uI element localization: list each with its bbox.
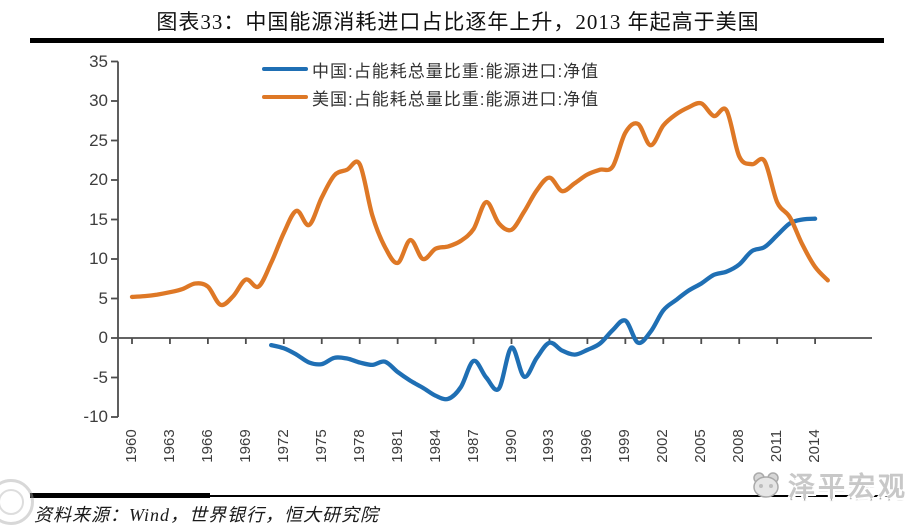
brand-watermark: 泽平宏观 [749, 465, 908, 504]
legend-label-us: 美国:占能耗总量比重:能源进口:净值 [312, 89, 600, 109]
legend-label-china: 中国:占能耗总量比重:能源进口:净值 [312, 61, 600, 81]
zeping-logo-icon [753, 471, 779, 498]
legend-item-china: 中国:占能耗总量比重:能源进口:净值 [262, 55, 599, 83]
y-tick-label: -10 [83, 407, 108, 426]
x-tick-label: 2014 [806, 429, 824, 463]
footer-divider-rule [30, 495, 898, 497]
chart-legend: 中国:占能耗总量比重:能源进口:净值 美国:占能耗总量比重:能源进口:净值 [262, 55, 599, 111]
x-tick-label: 1984 [426, 429, 444, 463]
y-tick-label: 30 [89, 91, 108, 110]
y-tick-label: 25 [89, 130, 108, 150]
series-line-china [269, 216, 818, 402]
y-tick-label: 5 [98, 288, 108, 308]
y-tick-label: -5 [92, 367, 108, 387]
x-tick-label: 1987 [464, 429, 482, 463]
us-line-swatch-icon [262, 95, 308, 99]
footer-divider-rule-thick [30, 493, 210, 498]
title-divider-rule [30, 38, 884, 43]
corner-watermark-inner-ring [0, 489, 24, 515]
y-tick-label: 0 [98, 328, 108, 347]
series-line-us [129, 100, 830, 308]
y-tick-label: 35 [89, 51, 108, 71]
chart-title: 图表33：中国能源消耗进口占比逐年上升，2013 年起高于美国 [156, 10, 760, 34]
china-line-swatch-icon [262, 67, 308, 71]
y-tick-label: 15 [89, 209, 108, 229]
legend-item-us: 美国:占能耗总量比重:能源进口:净值 [262, 83, 599, 111]
y-tick-label: 20 [89, 170, 108, 189]
corner-watermark-stamp-icon [0, 479, 34, 525]
source-note: 资料来源：Wind，世界银行，恒大研究院 [34, 505, 380, 525]
y-tick-label: 10 [89, 249, 108, 268]
brand-watermark-text: 泽平宏观 [788, 472, 908, 502]
